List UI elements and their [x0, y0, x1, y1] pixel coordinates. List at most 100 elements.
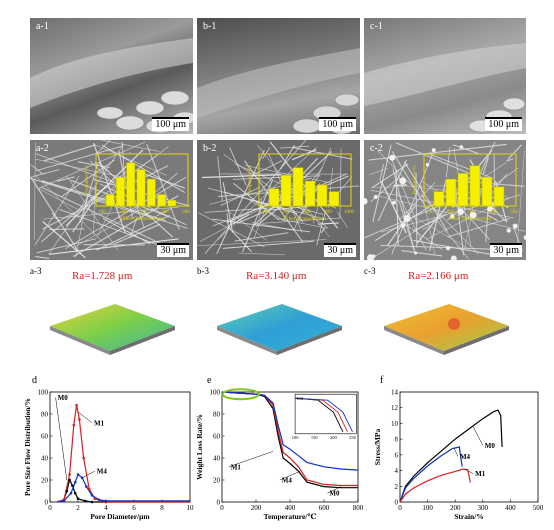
fiber-strand: [216, 149, 265, 255]
fiber-strand: [79, 164, 99, 223]
hist-xlabel: Fiber Diameter/nm: [121, 216, 164, 222]
fiber-strand: [415, 173, 418, 248]
hist-tick-label: 1000: [344, 210, 355, 215]
series-line-M0: [399, 409, 503, 503]
panel-tag-a3: a-3: [30, 266, 42, 276]
y-tick-label: 8: [395, 436, 399, 444]
series-leader: [327, 486, 342, 494]
fiber-strand: [114, 223, 161, 245]
fiber-strand: [96, 214, 170, 251]
fiber-strand: [139, 171, 186, 189]
bead: [373, 195, 378, 199]
fiber-strand: [269, 141, 339, 229]
bead: [391, 200, 396, 205]
fiber-strand: [516, 150, 525, 258]
y-tick-label: 10: [391, 420, 399, 428]
fiber-strand: [102, 140, 160, 152]
fiber-strand: [239, 252, 286, 256]
y-tick-label: 40: [213, 455, 221, 463]
inset-frame: [294, 393, 357, 435]
fiber-strand: [204, 207, 276, 213]
fiber-strand: [280, 145, 310, 149]
bead: [459, 145, 464, 149]
panel-tag-c3: c-3: [364, 266, 376, 276]
inset-line-M0: [295, 397, 353, 432]
fiber-strand: [393, 184, 408, 187]
fiber-strand: [76, 210, 139, 246]
plot-frame: [49, 391, 191, 503]
fiber-strand: [377, 159, 408, 222]
hist-bar: [328, 191, 340, 207]
fiber-strand: [398, 201, 415, 251]
y-tick-label: 20: [213, 477, 221, 485]
series-label-M4: M4: [282, 477, 293, 485]
hist-bar: [457, 173, 469, 207]
fiber-strand: [43, 206, 179, 220]
data-point: [76, 473, 80, 476]
chart-stress-strain: 0 100 200 300 400 500 0 2 4 6 8 10 12 14 Strain/% Stres…: [373, 389, 544, 522]
bead: [403, 214, 411, 223]
fiber-strand: [506, 158, 514, 162]
hist-bar: [105, 194, 115, 207]
fiber-strand: [66, 176, 119, 250]
fiber-strand: [279, 144, 296, 170]
fiber-strand: [200, 189, 296, 242]
data-point: [104, 499, 108, 503]
fiber-strand: [41, 184, 109, 243]
fiber-strand: [234, 232, 289, 242]
fiber-strand: [422, 226, 428, 230]
fiber-strand: [292, 146, 353, 160]
hist-tick-label: 500: [510, 210, 518, 215]
fiber-strand: [292, 148, 317, 161]
data-point: [72, 423, 76, 427]
series-leader: [228, 451, 274, 468]
fiber-strand: [202, 174, 282, 179]
hist-tick-label: 100: [426, 210, 434, 215]
sem-image-c1: c-1 100 μm: [364, 18, 526, 134]
sem-image-b2: 200 400 600 800 1000 Fiber Diameter/nm Frequen…: [197, 140, 360, 260]
bead: [372, 254, 376, 258]
fiber-strand: [41, 165, 169, 230]
fiber-strand: [41, 186, 176, 251]
fiber-strand: [72, 195, 98, 233]
hist-bar: [136, 169, 146, 207]
data-point: [83, 499, 87, 503]
hist-tick-label: 400: [161, 210, 169, 215]
panel-tag-d: d: [32, 375, 37, 386]
highlight-ellipse: [221, 388, 260, 401]
fiber-texture: [30, 140, 190, 259]
x-tick-label: 0: [398, 504, 402, 512]
x-tick-label: 8: [160, 504, 164, 512]
y-tick-label: 2: [395, 483, 399, 491]
hist-tick-label: 500: [182, 210, 190, 215]
series-leader: [472, 426, 484, 446]
fiber-strand: [42, 220, 86, 259]
panel-tag-e: e: [207, 375, 212, 386]
fiber-strand: [337, 212, 348, 228]
fiber-strand: [146, 143, 180, 231]
hist-bar: [167, 199, 177, 207]
fiber-strand: [412, 213, 448, 232]
data-point: [71, 484, 74, 487]
bead: [414, 251, 418, 255]
x-tick-label: 2: [76, 504, 80, 512]
series-label-M0: M0: [58, 394, 69, 402]
y-tick-label: 20: [41, 477, 49, 485]
bead: [400, 223, 406, 228]
fiber-strand: [251, 151, 333, 228]
bead: [523, 235, 526, 240]
fiber-strand: [56, 176, 75, 182]
fiber-strand: [93, 144, 167, 176]
x-axis-label: Temperature/℃: [264, 512, 317, 521]
series-leader: [464, 468, 474, 474]
y-tick-label: 0: [45, 499, 49, 507]
chart-tga: 0 200 400 600 800 0 20 40 60 80 100 Temperature/℃ We…: [196, 388, 364, 521]
hist-bar: [304, 180, 316, 207]
panel-tag-b3: b-3: [197, 266, 209, 276]
fiber-strand: [236, 175, 349, 224]
y-tick-label: 80: [41, 411, 49, 419]
fiber-strand: [36, 176, 109, 248]
fiber-strand: [400, 209, 471, 250]
fiber-strand: [49, 228, 85, 230]
fiber-strand: [485, 210, 489, 242]
